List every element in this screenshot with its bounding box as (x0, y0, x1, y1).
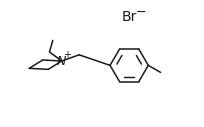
Text: N: N (57, 54, 67, 68)
Text: Br: Br (122, 10, 137, 24)
Text: −: − (136, 5, 146, 18)
Text: +: + (63, 50, 71, 60)
